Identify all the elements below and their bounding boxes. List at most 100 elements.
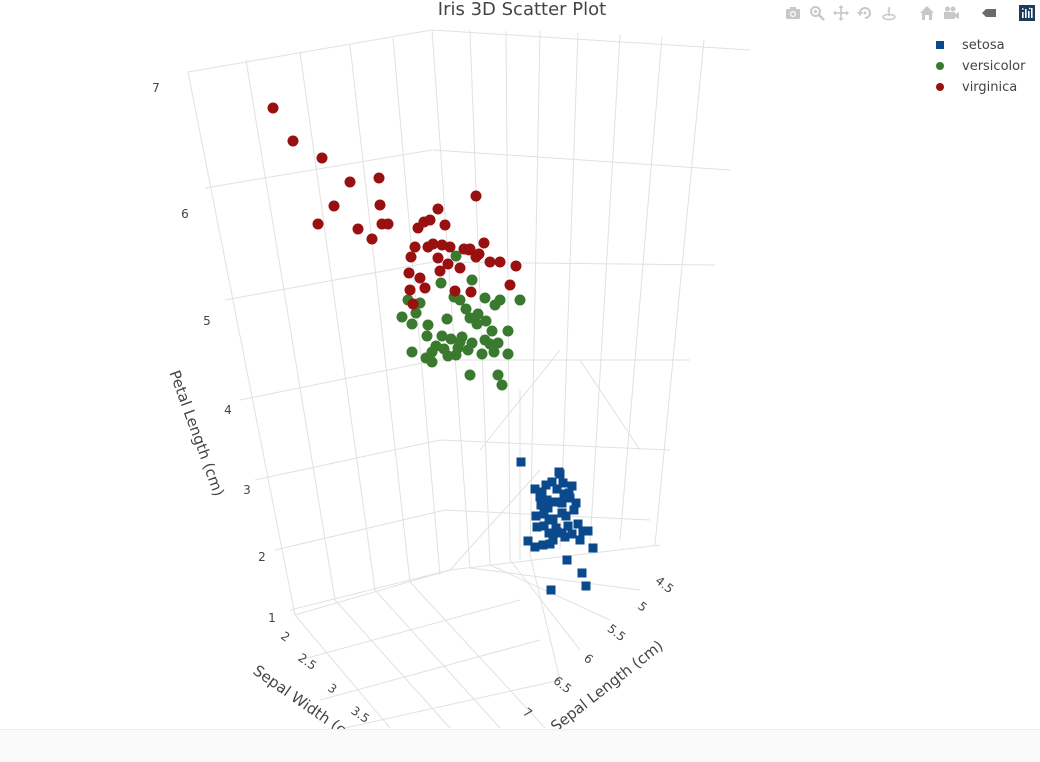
plotly-logo-icon[interactable] [1018, 4, 1036, 22]
setosa-point [544, 528, 554, 538]
y-tick-label: 2.5 [295, 651, 319, 673]
virginica-point [312, 218, 324, 230]
spike-lines-icon[interactable] [980, 4, 998, 22]
setosa-point [539, 521, 549, 531]
data-marks [267, 102, 598, 595]
virginica-point [449, 285, 461, 297]
versicolor-point [452, 342, 464, 354]
versicolor-point [456, 331, 468, 343]
setosa-point [561, 511, 571, 521]
x-tick-label: 6 [581, 651, 596, 667]
versicolor-point [462, 344, 474, 356]
legend[interactable]: setosa versicolor virginica [936, 38, 1026, 95]
setosa-point [530, 484, 540, 494]
legend-label: setosa [962, 38, 1005, 53]
legend-marker [936, 83, 944, 91]
x-tick-label: 5 [635, 599, 650, 615]
setosa-point [577, 568, 587, 578]
z-tick-label: 5 [203, 314, 211, 328]
virginica-point [484, 256, 496, 268]
versicolor-point [489, 299, 501, 311]
legend-item-versicolor[interactable]: versicolor [936, 59, 1026, 74]
setosa-point [546, 585, 556, 595]
setosa-point [523, 536, 533, 546]
versicolor-point [460, 303, 472, 315]
versicolor-point [406, 318, 418, 330]
legend-item-virginica[interactable]: virginica [936, 80, 1017, 95]
versicolor-point [420, 352, 432, 364]
versicolor-point [450, 250, 462, 262]
virginica-point [504, 279, 516, 291]
pan-icon[interactable] [832, 4, 850, 22]
turntable-rotation-icon[interactable]: z [880, 4, 898, 22]
versicolor-point [480, 315, 492, 327]
axis-titles: Petal Length (cm)Sepal Width (cm) Sepal L… [166, 368, 667, 751]
setosa-point [575, 535, 585, 545]
setosa-point [564, 488, 574, 498]
setosa-point [536, 500, 546, 510]
home-icon[interactable] [918, 4, 936, 22]
setosa-point [545, 539, 555, 549]
setosa-point [562, 555, 572, 565]
versicolor-point [471, 318, 483, 330]
setosa-point [567, 529, 577, 539]
legend-label: versicolor [962, 59, 1026, 74]
virginica-point [465, 286, 477, 298]
versicolor-point [479, 292, 491, 304]
setosa-point [581, 581, 591, 591]
setosa-point [578, 526, 588, 536]
versicolor-point [464, 369, 476, 381]
y-tick-label: 3 [325, 681, 339, 697]
modebar: z [784, 4, 1036, 22]
setosa-point [516, 457, 526, 467]
legend-item-setosa[interactable]: setosa [936, 38, 1005, 53]
orbit-rotation-icon[interactable] [856, 4, 874, 22]
virginica-point [470, 190, 482, 202]
virginica-point [316, 152, 328, 164]
setosa-point [537, 487, 547, 497]
versicolor-point [410, 307, 422, 319]
versicolor-point [436, 330, 448, 342]
versicolor-point [496, 379, 508, 391]
virginica-point [439, 219, 451, 231]
setosa-point [559, 489, 569, 499]
x-tick-label: 5.5 [605, 621, 629, 644]
virginica-point [366, 233, 378, 245]
versicolor-point [396, 311, 408, 323]
versicolor-point [435, 277, 447, 289]
setosa-point [535, 492, 545, 502]
z-axis-title: Petal Length (cm) [166, 368, 228, 499]
virginica-point [374, 199, 386, 211]
setosa-point [547, 477, 557, 487]
virginica-point [409, 241, 421, 253]
virginica-point [478, 237, 490, 249]
setosa-point [530, 542, 540, 552]
zoom-icon[interactable] [808, 4, 826, 22]
camera-icon[interactable] [784, 4, 802, 22]
versicolor-point [430, 340, 442, 352]
versicolor-point [466, 274, 478, 286]
legend-marker [936, 41, 944, 49]
setosa-point [557, 498, 567, 508]
setosa-point [565, 493, 575, 503]
virginica-point [287, 135, 299, 147]
versicolor-point [502, 325, 514, 337]
setosa-point [539, 509, 549, 519]
grid-lines [187, 29, 751, 729]
virginica-point [454, 262, 466, 274]
video-camera-icon[interactable] [942, 4, 960, 22]
setosa-point [569, 505, 579, 515]
virginica-point [494, 256, 506, 268]
virginica-point [444, 241, 456, 253]
versicolor-point [445, 333, 457, 345]
virginica-point [352, 223, 364, 235]
versicolor-point [486, 325, 498, 337]
setosa-point [548, 514, 558, 524]
virginica-point [404, 284, 416, 296]
versicolor-point [514, 294, 526, 306]
z-tick-label: 1 [268, 611, 276, 625]
virginica-point [419, 282, 431, 294]
versicolor-point [492, 369, 504, 381]
z-tick-label: 4 [224, 403, 232, 417]
